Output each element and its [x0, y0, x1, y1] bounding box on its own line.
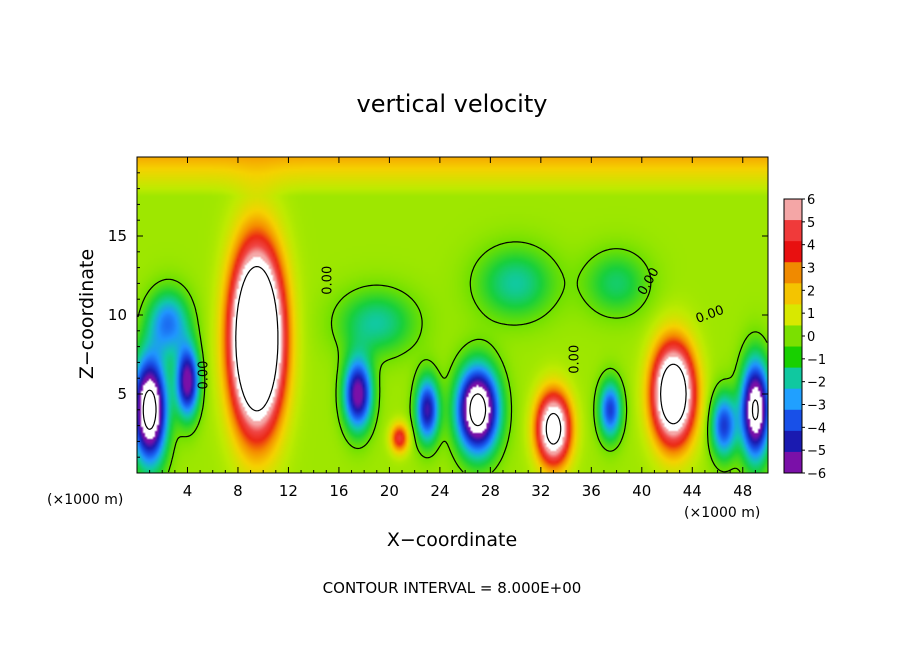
x-axis: 4 8 12 16 20 24 28 32 36 40 44 48: [149, 157, 756, 500]
x-tick-label: 28: [481, 482, 500, 500]
colorbar-label: 5: [807, 216, 815, 231]
colorbar-label: −3: [807, 399, 826, 414]
colorbar: 6 5 4 3 2 1 0 −1 −2 −3 −4 −5 −6: [783, 193, 826, 482]
colorbar-swatch: [784, 346, 802, 369]
colorbar-swatch: [784, 325, 802, 348]
colorbar-label: 6: [807, 193, 815, 208]
x-tick-label: 40: [632, 482, 651, 500]
zero-contours: [137, 241, 768, 473]
colorbar-swatch: [784, 409, 802, 432]
x-tick-label: 32: [531, 482, 550, 500]
y-tick-label: 15: [108, 227, 127, 245]
colorbar-swatch: [784, 199, 802, 221]
y-tick-label: 5: [117, 385, 127, 403]
x-tick-label: 16: [329, 482, 348, 500]
contour-interval-note: CONTOUR INTERVAL = 8.000E+00: [323, 579, 582, 597]
colorbar-label: 2: [807, 284, 815, 299]
contour-label: 0.00: [197, 361, 212, 390]
x-axis-label: X−coordinate: [387, 529, 517, 551]
colorbar-swatch: [784, 241, 802, 263]
heatmap-image: [137, 157, 768, 473]
colorbar-swatch: [784, 220, 802, 242]
plot-area: 0.000.000.000.000.00: [136, 156, 769, 474]
y-axis-label: Z−coordinate: [76, 249, 98, 379]
colorbar-label: 3: [807, 262, 815, 277]
contour-label: 0.00: [568, 345, 583, 374]
colorbar-swatch: [784, 283, 802, 305]
x-unit-right: (×1000 m): [684, 505, 760, 521]
colorbar-label: −2: [807, 376, 826, 391]
x-tick-label: 24: [430, 482, 449, 500]
colorbar-label: 1: [807, 307, 815, 322]
x-tick-label: 36: [582, 482, 601, 500]
colorbar-swatch: [784, 451, 802, 474]
colorbar-swatch: [784, 388, 802, 411]
x-tick-label: 44: [683, 482, 702, 500]
y-axis: 5 10 15: [108, 172, 768, 458]
x-tick-label: 20: [380, 482, 399, 500]
x-unit-left: (×1000 m): [47, 492, 123, 508]
colorbar-label: −6: [807, 467, 826, 482]
colorbar-label: −1: [807, 353, 826, 368]
colorbar-swatch: [784, 430, 802, 453]
colorbar-swatch: [784, 367, 802, 390]
colorbar-swatch: [784, 304, 802, 326]
colorbar-label: 4: [807, 239, 815, 254]
contour-line: [235, 266, 687, 445]
x-tick-label: 12: [279, 482, 298, 500]
colorbar-label: 0: [807, 330, 815, 345]
x-tick-label: 48: [733, 482, 752, 500]
x-tick-label: 8: [233, 482, 243, 500]
colorbar-label: −5: [807, 444, 826, 459]
colorbar-label: −4: [807, 421, 826, 436]
x-tick-label: 4: [183, 482, 193, 500]
colorbar-swatch: [784, 262, 802, 284]
contour-line: [137, 241, 768, 473]
contour-label: 0.00: [320, 266, 335, 295]
contour-line: [142, 389, 759, 430]
y-tick-label: 10: [108, 306, 127, 324]
chart-title: vertical velocity: [357, 90, 548, 118]
